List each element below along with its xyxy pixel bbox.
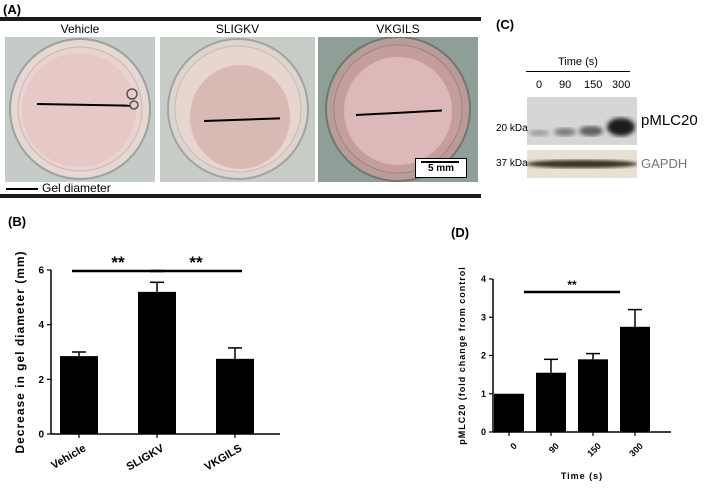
panel-a-top-rule	[0, 17, 481, 21]
band-name-pmlc20: pMLC20	[641, 112, 698, 129]
chart-d: 0 1 2 3 4 0 90 150 300 ** pMLC20 (fold change from…	[457, 266, 671, 481]
x-category-label: 90	[547, 441, 561, 455]
y-axis-label: Decrease in gel diameter (mm)	[13, 250, 27, 453]
y-tick-label: 3	[481, 312, 486, 322]
blot-pmlc20-bands	[527, 97, 637, 145]
mw-label-37kda: 37 kDa	[496, 158, 528, 169]
bar	[216, 358, 254, 434]
chart-b: 0 2 4 6 Vehicle SLIGKV VKGILS ** ** Decrease in g…	[13, 250, 280, 473]
blot-pmlc20	[527, 97, 637, 145]
y-tick-label: 2	[481, 351, 486, 361]
y-tick-label: 0	[481, 427, 486, 437]
significance-label: **	[567, 278, 577, 292]
x-category-label: 150	[585, 441, 603, 459]
x-category-label: SLIGKV	[125, 442, 167, 473]
dish-photo-vehicle	[5, 37, 155, 182]
time-header-rule	[526, 71, 630, 72]
panel-a-bottom-rule	[0, 194, 481, 198]
gel-diameter-legend-text: Gel diameter	[42, 181, 111, 195]
bar	[494, 393, 524, 432]
mw-label-20kda: 20 kDa	[496, 123, 528, 134]
scale-bar	[421, 161, 459, 163]
panel-b-label: (B)	[8, 214, 27, 229]
time-label-0: 0	[536, 79, 543, 91]
bar	[536, 372, 566, 432]
y-tick-label: 6	[38, 266, 44, 277]
caption-sligkv: SLIGKV	[215, 22, 260, 36]
bar	[578, 359, 608, 432]
gel-diameter-legend-line	[6, 188, 38, 190]
significance-label: **	[189, 253, 203, 272]
time-label-150: 150	[584, 79, 603, 91]
dish-photo-vkgils: 5 mm	[318, 37, 478, 182]
time-label-300: 300	[612, 79, 631, 91]
dish-vkgils-svg	[325, 37, 471, 182]
x-axis-label: Time (s)	[561, 471, 603, 481]
scale-bar-box: 5 mm	[415, 158, 467, 178]
time-header: Time (s)	[558, 56, 598, 68]
dish-vehicle-svg	[9, 38, 151, 180]
blot-gapdh	[527, 150, 637, 178]
y-tick-label: 4	[38, 320, 44, 331]
panel-c-label: (C)	[496, 17, 515, 32]
time-label-90: 90	[559, 79, 572, 91]
band-name-gapdh: GAPDH	[641, 156, 688, 171]
y-axis-label: pMLC20 (fold change from control	[457, 266, 467, 445]
y-tick-label: 1	[481, 389, 486, 399]
panel-a-label: (A)	[3, 2, 22, 17]
caption-vehicle: Vehicle	[60, 22, 100, 36]
y-tick-label: 4	[481, 274, 486, 284]
blot-gapdh-bands	[527, 150, 637, 178]
bar	[60, 356, 98, 434]
y-tick-label: 0	[38, 430, 44, 441]
caption-vkgils: VKGILS	[376, 22, 420, 36]
bar	[138, 291, 176, 434]
x-category-label: 0	[508, 441, 519, 452]
scale-bar-label: 5 mm	[427, 163, 455, 174]
x-category-label: 300	[627, 441, 645, 459]
y-tick-label: 2	[38, 375, 44, 386]
dish-sligkv-svg	[167, 38, 309, 180]
dish-photo-sligkv	[160, 37, 315, 182]
significance-label: **	[111, 253, 125, 272]
bar	[620, 326, 650, 432]
x-category-label: Vehicle	[49, 442, 88, 471]
x-category-label: VKGILS	[203, 442, 244, 473]
panel-d-label: (D)	[451, 225, 470, 240]
